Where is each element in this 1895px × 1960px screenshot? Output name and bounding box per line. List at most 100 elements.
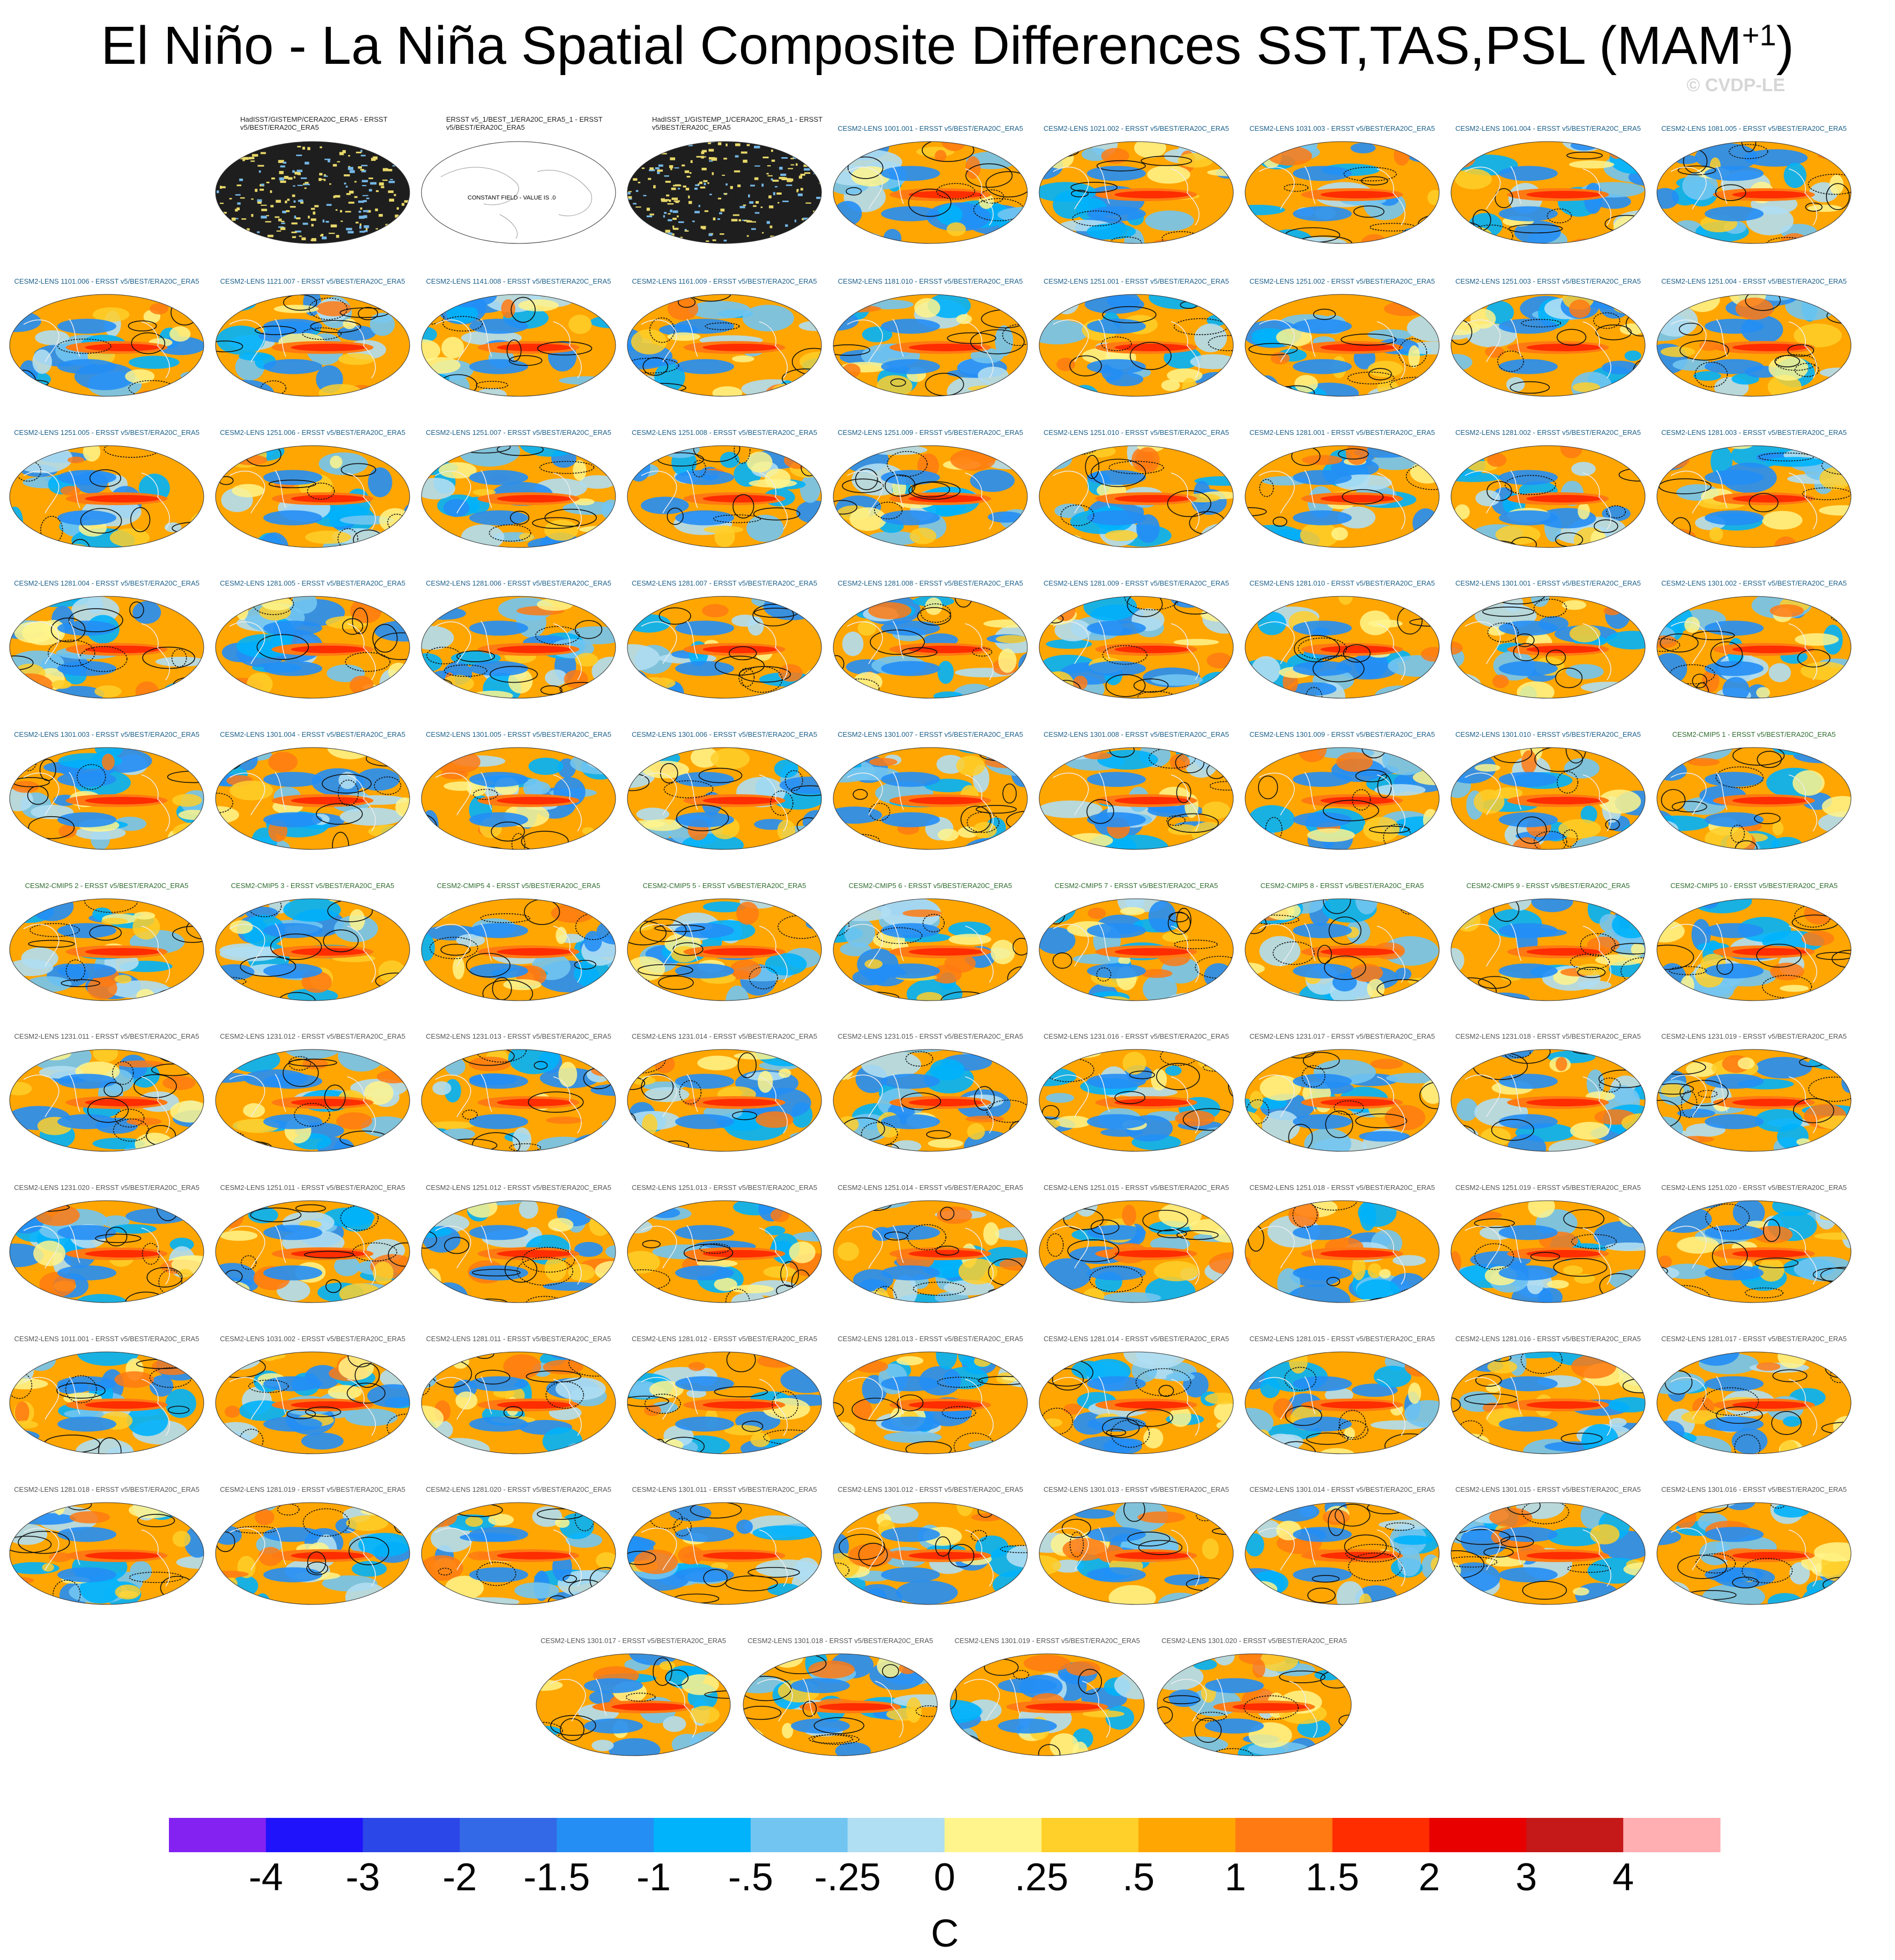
panel-title: CESM2-CMIP5 7 - ERSST v5/BEST/ERA20C_ERA… — [1054, 882, 1218, 890]
panel-title: CESM2-LENS 1251.015 - ERSST v5/BEST/ERA2… — [1043, 1184, 1229, 1192]
page-title-close: ) — [1776, 16, 1794, 76]
colorbar-tick-label: -1 — [636, 1856, 671, 1899]
global-map-panel — [1450, 1351, 1646, 1454]
colorbar-swatch — [557, 1818, 654, 1852]
panel-title: CESM2-LENS 1281.001 - ERSST v5/BEST/ERA2… — [1249, 428, 1435, 437]
colorbar-swatch — [847, 1818, 945, 1852]
panel-title: CESM2-CMIP5 9 - ERSST v5/BEST/ERA20C_ERA… — [1466, 882, 1630, 890]
global-map-panel: CONSTANT FIELD - VALUE IS .0 — [421, 141, 616, 244]
panel-title: CESM2-LENS 1231.018 - ERSST v5/BEST/ERA2… — [1455, 1032, 1641, 1040]
global-map-panel — [1039, 1502, 1234, 1605]
panel-title: CESM2-LENS 1251.011 - ERSST v5/BEST/ERA2… — [220, 1184, 405, 1192]
global-map-panel — [627, 596, 822, 699]
panel-title: CESM2-LENS 1251.001 - ERSST v5/BEST/ERA2… — [1043, 277, 1229, 285]
global-map-panel — [1450, 1502, 1646, 1605]
panel-title: CESM2-LENS 1301.020 - ERSST v5/BEST/ERA2… — [1161, 1637, 1347, 1645]
global-map-panel — [1450, 898, 1646, 1001]
panel-title: CESM2-LENS 1301.003 - ERSST v5/BEST/ERA2… — [14, 730, 199, 738]
colorbar-tick-label: 2 — [1418, 1856, 1440, 1899]
panel-title: CESM2-LENS 1281.008 - ERSST v5/BEST/ERA2… — [838, 579, 1023, 587]
global-map-panel — [1656, 294, 1852, 397]
global-map-panel — [1450, 141, 1646, 244]
colorbar-swatch — [1526, 1818, 1624, 1852]
panel-title: CESM2-LENS 1251.007 - ERSST v5/BEST/ERA2… — [426, 428, 611, 437]
panel-title: CESM2-LENS 1281.002 - ERSST v5/BEST/ERA2… — [1455, 428, 1641, 437]
panel-title: CESM2-LENS 1281.004 - ERSST v5/BEST/ERA2… — [14, 579, 199, 587]
global-map-panel — [421, 1200, 616, 1303]
global-map-panel — [1039, 141, 1234, 244]
panel-title: CESM2-LENS 1231.016 - ERSST v5/BEST/ERA2… — [1043, 1032, 1229, 1040]
panel-title: CESM2-LENS 1031.003 - ERSST v5/BEST/ERA2… — [1249, 124, 1435, 132]
global-map-panel — [9, 1200, 204, 1303]
panel-title: CESM2-LENS 1301.017 - ERSST v5/BEST/ERA2… — [541, 1637, 726, 1645]
global-map-panel — [215, 294, 410, 397]
panel-title: CESM2-LENS 1251.004 - ERSST v5/BEST/ERA2… — [1661, 277, 1847, 285]
global-map-panel — [1656, 596, 1852, 699]
global-map-panel — [9, 596, 204, 699]
global-map-panel — [1656, 1049, 1852, 1152]
panel-title: CESM2-LENS 1231.014 - ERSST v5/BEST/ERA2… — [632, 1032, 817, 1040]
global-map-panel — [1450, 294, 1646, 397]
global-map-panel — [215, 1049, 410, 1152]
panel-title: CESM2-CMIP5 3 - ERSST v5/BEST/ERA20C_ERA… — [231, 882, 395, 890]
panel-title: CESM2-LENS 1231.020 - ERSST v5/BEST/ERA2… — [14, 1184, 199, 1192]
global-map-panel — [627, 445, 822, 548]
panel-title: CESM2-CMIP5 6 - ERSST v5/BEST/ERA20C_ERA… — [848, 882, 1012, 890]
panel-title: CESM2-LENS 1281.010 - ERSST v5/BEST/ERA2… — [1249, 579, 1435, 587]
panel-title: CESM2-LENS 1301.001 - ERSST v5/BEST/ERA2… — [1455, 579, 1641, 587]
panel-title: CESM2-LENS 1231.017 - ERSST v5/BEST/ERA2… — [1249, 1032, 1435, 1040]
global-map-panel — [1656, 445, 1852, 548]
panel-title: CESM2-LENS 1301.010 - ERSST v5/BEST/ERA2… — [1455, 730, 1641, 738]
panel-title: CESM2-CMIP5 8 - ERSST v5/BEST/ERA20C_ERA… — [1260, 882, 1424, 890]
colorbar-tick-label: 0 — [934, 1856, 956, 1899]
global-map-panel — [1039, 1200, 1234, 1303]
global-map-panel — [421, 294, 616, 397]
colorbar-tick-label: .5 — [1122, 1856, 1155, 1899]
panel-title: CESM2-LENS 1281.009 - ERSST v5/BEST/ERA2… — [1043, 579, 1229, 587]
global-map-panel — [833, 141, 1028, 244]
global-map-panel — [1656, 1502, 1852, 1605]
global-map-panel — [215, 141, 410, 244]
panel-title: CESM2-LENS 1251.020 - ERSST v5/BEST/ERA2… — [1661, 1184, 1847, 1192]
panel-title: CESM2-LENS 1281.019 - ERSST v5/BEST/ERA2… — [220, 1485, 405, 1493]
global-map-panel — [421, 747, 616, 850]
constant-field-note: CONSTANT FIELD - VALUE IS .0 — [468, 195, 556, 201]
global-map-panel — [9, 1502, 204, 1605]
global-map-panel — [1039, 898, 1234, 1001]
panel-title: CESM2-LENS 1301.014 - ERSST v5/BEST/ERA2… — [1249, 1485, 1435, 1493]
colorbar-swatch — [1235, 1818, 1333, 1852]
panel-title: CESM2-LENS 1301.018 - ERSST v5/BEST/ERA2… — [747, 1637, 933, 1645]
global-map-panel — [1039, 1049, 1234, 1152]
colorbar-tick-label: -4 — [248, 1856, 283, 1899]
colorbar-tick-label: -.25 — [814, 1856, 881, 1899]
panel-title: CESM2-LENS 1301.009 - ERSST v5/BEST/ERA2… — [1249, 730, 1435, 738]
colorbar-tick-label: -3 — [345, 1856, 380, 1899]
panel-title: CESM2-LENS 1281.012 - ERSST v5/BEST/ERA2… — [632, 1335, 817, 1343]
global-map-panel — [627, 1200, 822, 1303]
colorbar-tick-label: -1.5 — [523, 1856, 590, 1899]
global-map-panel — [215, 1200, 410, 1303]
global-map-panel — [833, 898, 1028, 1001]
global-map-panel — [1245, 898, 1440, 1001]
colorbar-swatch — [750, 1818, 848, 1852]
colorbar-swatch — [944, 1818, 1042, 1852]
panel-title: CESM2-LENS 1281.020 - ERSST v5/BEST/ERA2… — [426, 1485, 611, 1493]
global-map-panel — [1245, 596, 1440, 699]
panel-title: CESM2-LENS 1301.005 - ERSST v5/BEST/ERA2… — [426, 730, 611, 738]
panel-title: CESM2-LENS 1251.003 - ERSST v5/BEST/ERA2… — [1455, 277, 1641, 285]
global-map-panel — [215, 1351, 410, 1454]
panel-title: CESM2-LENS 1231.012 - ERSST v5/BEST/ERA2… — [220, 1032, 405, 1040]
colorbar: -4 -3 -2 -1.5 -1 -.5 -.25 0 .25 .5 1 1.5 2 3 4 C — [0, 1813, 1895, 1960]
panel-title: CESM2-LENS 1281.014 - ERSST v5/BEST/ERA2… — [1043, 1335, 1229, 1343]
panel-title: CESM2-LENS 1301.004 - ERSST v5/BEST/ERA2… — [220, 730, 405, 738]
panel-title: CESM2-LENS 1281.006 - ERSST v5/BEST/ERA2… — [426, 579, 611, 587]
global-map-panel — [421, 596, 616, 699]
panel-title: CESM2-CMIP5 5 - ERSST v5/BEST/ERA20C_ERA… — [642, 882, 806, 890]
global-map-panel — [215, 445, 410, 548]
global-map-panel — [627, 1351, 822, 1454]
global-map-panel — [833, 1351, 1028, 1454]
panel-title: CESM2-LENS 1141.008 - ERSST v5/BEST/ERA2… — [426, 277, 611, 285]
global-map-panel — [627, 294, 822, 397]
global-map-panel — [833, 596, 1028, 699]
